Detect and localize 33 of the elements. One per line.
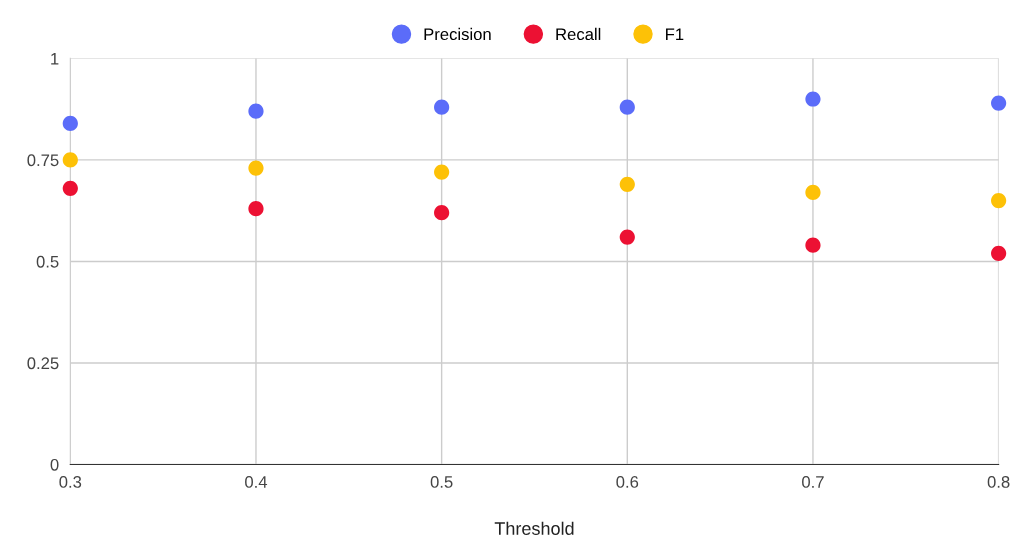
- point: [991, 95, 1007, 111]
- point: [805, 184, 821, 201]
- x-tick-label: 0.7: [802, 476, 824, 488]
- point: [62, 152, 78, 168]
- x-axis-title: Threshold: [494, 521, 574, 535]
- point: [991, 245, 1007, 261]
- y-tick-label: 0.75: [27, 154, 59, 167]
- y-tick-label: 0.25: [27, 357, 59, 370]
- x-tick-label: 0.4: [245, 476, 268, 488]
- point: [619, 176, 635, 192]
- legend-label: Precision: [424, 27, 491, 41]
- y-tick-label: 1: [51, 52, 59, 65]
- point: [434, 99, 450, 115]
- point: [434, 164, 450, 180]
- point: [434, 205, 450, 221]
- legend-label: F1: [666, 28, 684, 40]
- x-tick-label: 0.3: [59, 476, 82, 488]
- point: [991, 192, 1007, 209]
- x-tick-label: 0.8: [987, 476, 1010, 488]
- point: [62, 180, 78, 196]
- y-tick-label: 0: [50, 458, 59, 471]
- legend-label: Recall: [556, 27, 601, 41]
- point: [248, 103, 264, 119]
- y-tick-label: 0.5: [36, 255, 59, 268]
- point: [805, 237, 821, 253]
- point: [805, 91, 821, 107]
- x-tick-label: 0.5: [430, 476, 453, 488]
- point: [619, 229, 635, 245]
- point: [248, 160, 264, 176]
- x-tick-label: 0.6: [616, 476, 639, 488]
- point: [619, 99, 635, 115]
- point: [62, 115, 78, 131]
- point: [248, 201, 264, 217]
